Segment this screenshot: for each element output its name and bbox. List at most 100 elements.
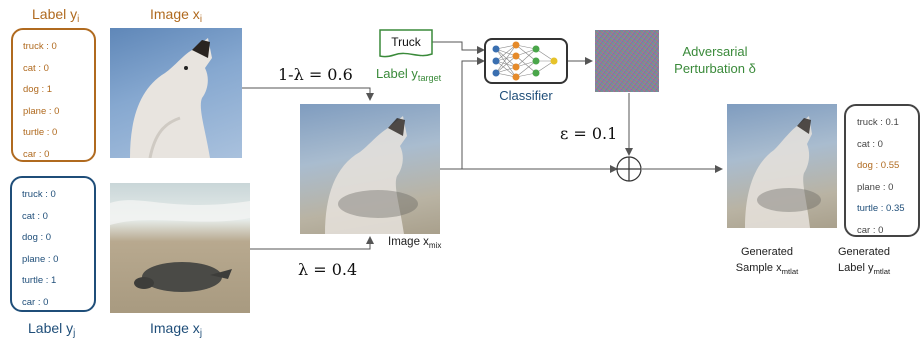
label-row-separator: :	[36, 148, 45, 160]
label-row-separator: :	[870, 224, 879, 236]
generated-sample-caption-main: Sample x	[735, 262, 782, 274]
label-row-separator: :	[35, 296, 44, 308]
label-row-separator: :	[878, 203, 887, 214]
label-row-value: 0	[44, 148, 50, 160]
image-i-title-main: Image x	[150, 6, 200, 22]
mix-caption-main: Image x	[388, 236, 429, 248]
label-row-cat: cat : 0	[22, 206, 94, 228]
weight-top: 1-λ = 0.6	[278, 65, 353, 84]
generated-label-caption-line1: Generated	[838, 246, 890, 258]
label-j-title-main: Label y	[28, 320, 74, 336]
label-row-turtle: turtle : 1	[22, 270, 94, 292]
label-row-value: 0	[50, 189, 56, 200]
label-i-title: Label yi	[32, 6, 80, 26]
mix-silhouette-icon	[325, 116, 418, 234]
neural-network-icon	[492, 41, 558, 81]
image-j-title: Image xj	[150, 320, 202, 340]
label-row-value: 0.55	[880, 160, 900, 171]
label-row-dog: dog : 1	[23, 79, 94, 101]
label-row-name: cat	[857, 138, 870, 150]
label-row-value: 0.1	[885, 117, 899, 128]
classifier-label: Classifier	[499, 88, 553, 103]
label-row-name: car	[22, 296, 36, 308]
addition-node	[616, 156, 642, 182]
label-j-title-sub: j	[73, 328, 76, 340]
label-row-plane: plane : 0	[857, 177, 918, 199]
image-i-title-sub: i	[199, 14, 202, 26]
label-row-value: 0	[54, 105, 60, 117]
label-row-separator: :	[42, 189, 51, 200]
image-j-title-main: Image x	[150, 320, 200, 336]
label-i-card: truck : 0 cat : 0 dog : 1 plane : 0 turtle :…	[11, 28, 96, 162]
target-label-text: Truck	[391, 35, 421, 49]
perturbation-label-line1: Adversarial	[682, 44, 748, 59]
label-row-value: 0	[878, 224, 884, 236]
generated-sample-caption: Generated Sample xmtlat	[712, 244, 822, 277]
generated-label-caption-line2: Label ymtlat	[838, 260, 923, 277]
label-row-separator: :	[45, 253, 54, 265]
perturbation-label-line2: Perturbation δ	[674, 61, 756, 76]
label-row-separator: :	[872, 160, 881, 171]
label-row-separator: :	[37, 232, 46, 243]
label-row-plane: plane : 0	[23, 101, 94, 123]
generated-label-caption-sub: mtlat	[873, 266, 891, 276]
image-i-title: Image xi	[150, 6, 202, 26]
label-row-name: dog	[857, 160, 873, 171]
label-row-name: turtle	[22, 275, 44, 286]
label-row-name: cat	[23, 62, 36, 74]
label-row-separator: :	[44, 127, 53, 138]
target-caption-main: Label y	[376, 66, 418, 81]
label-row-name: dog	[23, 84, 39, 95]
label-row-cat: cat : 0	[23, 58, 94, 80]
label-row-name: turtle	[857, 203, 879, 214]
generated-sample-caption-line1: Generated	[741, 246, 793, 258]
target-label-box	[379, 29, 433, 58]
generated-sample-caption-sub: mtlat	[781, 266, 799, 276]
label-row-truck: truck : 0	[23, 36, 94, 58]
dog-silhouette-icon	[130, 38, 212, 158]
image-j-title-sub: j	[199, 328, 202, 340]
label-row-separator: :	[43, 41, 52, 52]
label-j-title: Label yj	[28, 320, 76, 340]
label-row-separator: :	[35, 62, 44, 74]
label-row-name: car	[857, 224, 871, 236]
label-row-separator: :	[869, 138, 878, 150]
target-caption-sub: target	[417, 73, 442, 84]
label-row-value: 0	[43, 296, 49, 308]
label-row-truck: truck : 0.1	[857, 112, 918, 134]
dog-image	[110, 28, 242, 158]
perturbation-noise-image	[595, 30, 659, 92]
label-row-cat: cat : 0	[857, 134, 918, 156]
label-row-name: plane	[22, 253, 46, 265]
label-row-value: 0	[43, 62, 49, 74]
generated-silhouette-icon	[745, 116, 821, 228]
label-i-title-sub: i	[77, 14, 80, 26]
label-row-name: truck	[857, 117, 878, 128]
label-row-value: 1	[46, 84, 53, 95]
turtle-silhouette-icon	[110, 200, 250, 292]
label-row-dog: dog : 0	[22, 227, 94, 249]
label-row-name: cat	[22, 210, 35, 222]
label-row-separator: :	[46, 105, 55, 117]
label-row-separator: :	[43, 275, 52, 286]
target-label-caption: Label ytarget	[376, 66, 442, 84]
label-row-separator: :	[38, 84, 47, 95]
mix-caption-sub: mix	[428, 240, 442, 250]
label-row-value: 1	[51, 275, 57, 286]
label-row-value: 0	[53, 253, 59, 265]
weight-bottom: λ = 0.4	[298, 260, 358, 279]
generated-sample-image	[727, 104, 837, 228]
label-row-truck: truck : 0	[22, 184, 94, 206]
label-row-name: plane	[857, 181, 881, 193]
label-row-value: 0	[888, 181, 894, 193]
label-row-value: 0	[877, 138, 883, 150]
arrow-image-j-to-mix	[250, 236, 374, 250]
label-row-dog: dog : 0.55	[857, 155, 918, 177]
label-row-value: 0.35	[886, 203, 905, 214]
label-row-value: 0	[51, 41, 57, 52]
label-row-turtle: turtle : 0	[23, 122, 94, 144]
label-row-value: 0	[42, 210, 48, 222]
generated-label-card: truck : 0.1 cat : 0 dog : 0.55 plane : 0 tur…	[844, 104, 920, 237]
arrow-image-i-to-mix	[242, 87, 374, 101]
